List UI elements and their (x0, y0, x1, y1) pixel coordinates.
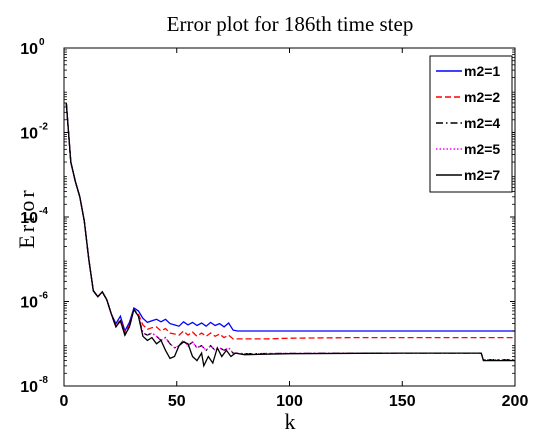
legend-label: m2=7 (464, 167, 500, 183)
y-tick-label: 10 (20, 126, 38, 143)
y-tick-exponent: -8 (39, 375, 48, 386)
y-tick-exponent: -4 (39, 206, 48, 217)
legend: m2=1 m2=2 m2=4 m2=5 m2=7 (429, 55, 513, 193)
y-tick-exponent: -2 (39, 122, 48, 133)
legend-label: m2=1 (464, 63, 500, 79)
plot-lines (65, 102, 515, 368)
x-tick-label: 100 (276, 393, 303, 410)
legend-label: m2=2 (464, 89, 500, 105)
legend-box (429, 55, 513, 193)
chart-title: Error plot for 186th time step (167, 12, 414, 36)
y-tick-label: 10 (20, 379, 38, 396)
y-tick-label: 10 (20, 210, 38, 227)
x-tick-label: 150 (389, 393, 416, 410)
legend-label: m2=4 (464, 115, 500, 131)
x-tick-label: 50 (168, 393, 186, 410)
y-tick-label: 10 (20, 41, 38, 58)
y-tick-label: 10 (20, 295, 38, 312)
x-tick-label: 0 (60, 393, 69, 410)
series-line-5 (65, 102, 515, 368)
x-axis-ticks: 0 50 100 150 200 (60, 48, 529, 410)
y-tick-exponent: 0 (39, 37, 45, 48)
x-axis-label: k (285, 409, 296, 434)
legend-label: m2=5 (464, 141, 500, 157)
y-tick-exponent: -6 (39, 291, 48, 302)
y-axis-label: Error (14, 187, 39, 248)
x-tick-label: 200 (502, 393, 529, 410)
